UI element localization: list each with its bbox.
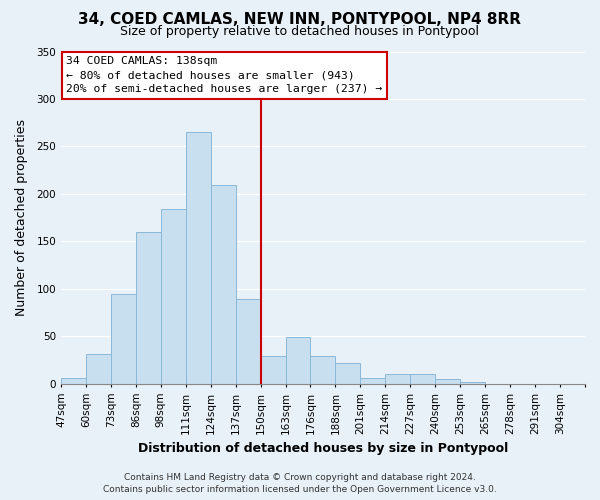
Text: 34 COED CAMLAS: 138sqm
← 80% of detached houses are smaller (943)
20% of semi-de: 34 COED CAMLAS: 138sqm ← 80% of detached… bbox=[66, 56, 382, 94]
Text: 34, COED CAMLAS, NEW INN, PONTYPOOL, NP4 8RR: 34, COED CAMLAS, NEW INN, PONTYPOOL, NP4… bbox=[79, 12, 521, 28]
Bar bbox=[286, 338, 310, 384]
Bar bbox=[310, 356, 335, 384]
Bar bbox=[361, 378, 385, 384]
Bar bbox=[136, 232, 161, 384]
Bar bbox=[111, 294, 136, 384]
Bar bbox=[61, 378, 86, 384]
Bar bbox=[161, 209, 186, 384]
Text: Contains HM Land Registry data © Crown copyright and database right 2024.
Contai: Contains HM Land Registry data © Crown c… bbox=[103, 472, 497, 494]
Bar bbox=[385, 374, 410, 384]
Bar bbox=[460, 382, 485, 384]
Bar bbox=[410, 374, 435, 384]
Y-axis label: Number of detached properties: Number of detached properties bbox=[15, 119, 28, 316]
Bar bbox=[86, 354, 111, 384]
Bar bbox=[260, 356, 286, 384]
Bar bbox=[186, 132, 211, 384]
Bar bbox=[236, 300, 260, 384]
Bar bbox=[335, 363, 361, 384]
X-axis label: Distribution of detached houses by size in Pontypool: Distribution of detached houses by size … bbox=[138, 442, 508, 455]
Bar bbox=[435, 379, 460, 384]
Bar bbox=[211, 186, 236, 384]
Text: Size of property relative to detached houses in Pontypool: Size of property relative to detached ho… bbox=[121, 25, 479, 38]
